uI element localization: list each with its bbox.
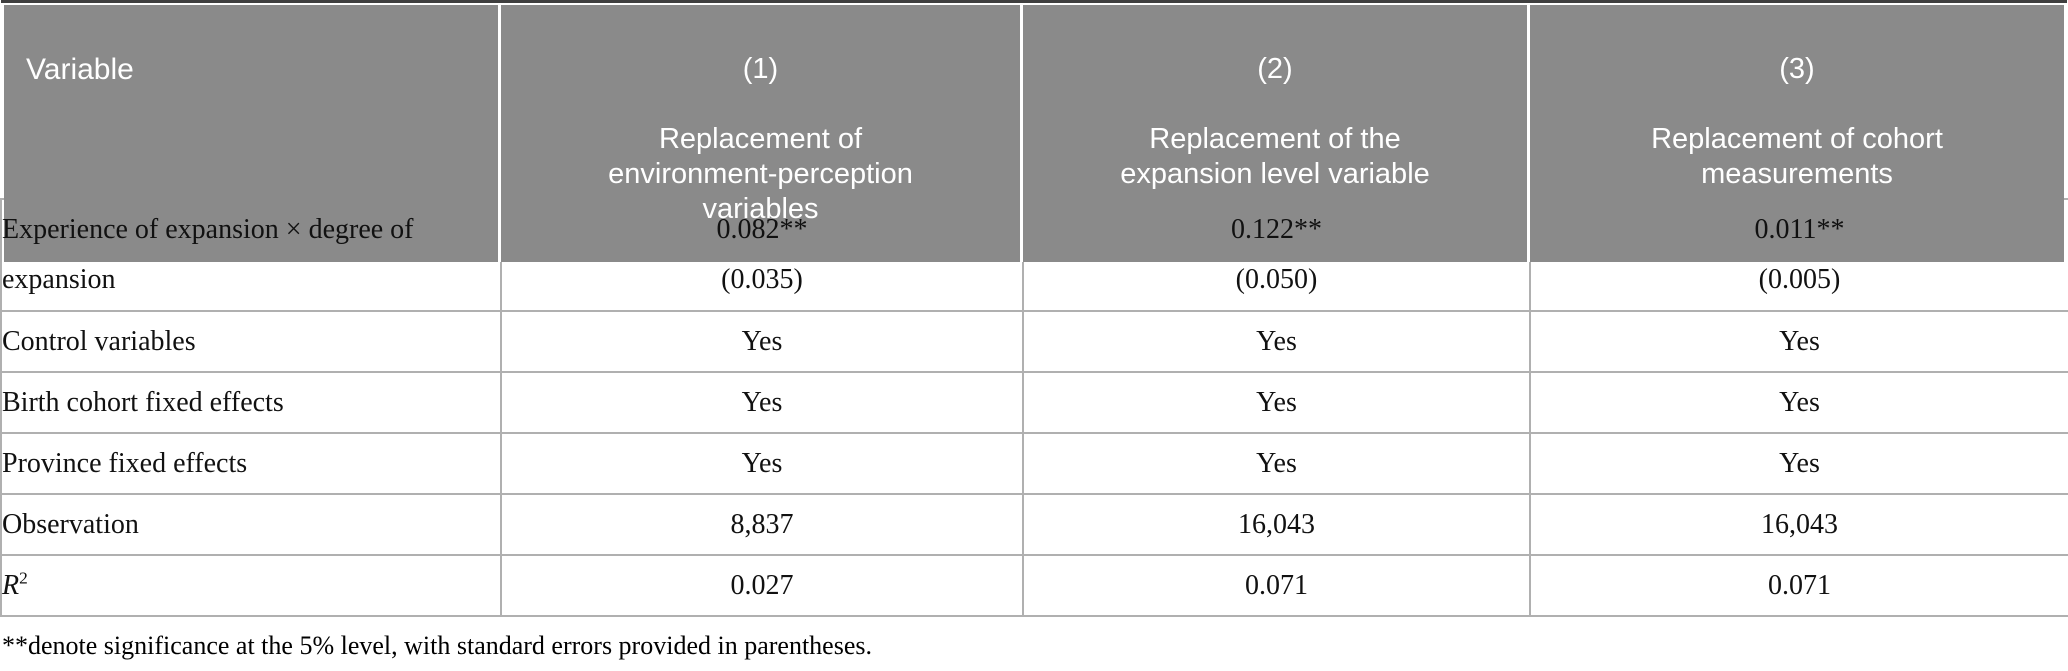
cell-value: 0.027 bbox=[500, 554, 1024, 617]
cell-value: 0.071 bbox=[1022, 554, 1531, 617]
table-header-row: Variable (1) Replacement of environment-… bbox=[0, 5, 2068, 262]
cell-value: 16,043 bbox=[1529, 493, 2068, 556]
cell-value: Yes bbox=[1529, 310, 2068, 373]
r-squared-symbol: R bbox=[2, 569, 20, 601]
table-body: Experience of expansion × degree of expa… bbox=[0, 198, 2068, 617]
cell-value: Yes bbox=[1022, 371, 1531, 434]
cell-value: 16,043 bbox=[1022, 493, 1531, 556]
row-label-r-squared: R2 bbox=[0, 554, 502, 617]
row-label-birth-cohort-fe: Birth cohort fixed effects bbox=[0, 371, 502, 434]
model-3-label: Replacement of cohort measurements bbox=[1651, 123, 1943, 190]
model-2-number: (2) bbox=[1257, 53, 1293, 85]
standard-error: (0.035) bbox=[721, 264, 803, 295]
row-label-province-fe: Province fixed effects bbox=[0, 432, 502, 495]
cell-value: Yes bbox=[500, 432, 1024, 495]
table-top-rule bbox=[1, 0, 2067, 3]
standard-error: (0.005) bbox=[1758, 264, 1841, 295]
cell-value: Yes bbox=[1022, 432, 1531, 495]
table-row-r-squared: R2 0.027 0.071 0.071 bbox=[0, 554, 2068, 617]
cell-value: Yes bbox=[1529, 371, 2068, 434]
coefficient-value: 0.082** bbox=[716, 214, 808, 245]
table-row-control-variables: Control variables Yes Yes Yes bbox=[0, 310, 2068, 373]
table-row-observation: Observation 8,837 16,043 16,043 bbox=[0, 493, 2068, 556]
model-1-label: Replacement of environment-perception va… bbox=[608, 123, 913, 225]
model-1-number: (1) bbox=[742, 53, 779, 85]
cell-value: Yes bbox=[1529, 432, 2068, 495]
significance-footnote: **denote significance at the 5% level, w… bbox=[2, 631, 872, 660]
table-row-province-fe: Province fixed effects Yes Yes Yes bbox=[0, 432, 2068, 495]
header-cell-model-1: (1) Replacement of environment-perceptio… bbox=[498, 5, 1020, 262]
coefficient-value: 0.011** bbox=[1754, 214, 1845, 245]
cell-value: Yes bbox=[500, 310, 1024, 373]
cell-value: Yes bbox=[1022, 310, 1531, 373]
cell-value: 0.071 bbox=[1529, 554, 2068, 617]
header-variable-label: Variable bbox=[26, 53, 134, 86]
row-label-observation: Observation bbox=[0, 493, 502, 556]
model-2-label: Replacement of the expansion level varia… bbox=[1120, 123, 1430, 190]
coefficient-value: 0.122** bbox=[1231, 214, 1322, 245]
cell-value: 8,837 bbox=[500, 493, 1024, 556]
cell-value: Yes bbox=[500, 371, 1024, 434]
header-cell-model-3: (3) Replacement of cohort measurements bbox=[1527, 5, 2064, 262]
standard-error: (0.050) bbox=[1235, 264, 1318, 295]
r-squared-exponent: 2 bbox=[19, 568, 28, 588]
table-row-birth-cohort-fe: Birth cohort fixed effects Yes Yes Yes bbox=[0, 371, 2068, 434]
header-cell-model-2: (2) Replacement of the expansion level v… bbox=[1020, 5, 1527, 262]
row-label-control-variables: Control variables bbox=[0, 310, 502, 373]
model-3-number: (3) bbox=[1779, 53, 1815, 85]
